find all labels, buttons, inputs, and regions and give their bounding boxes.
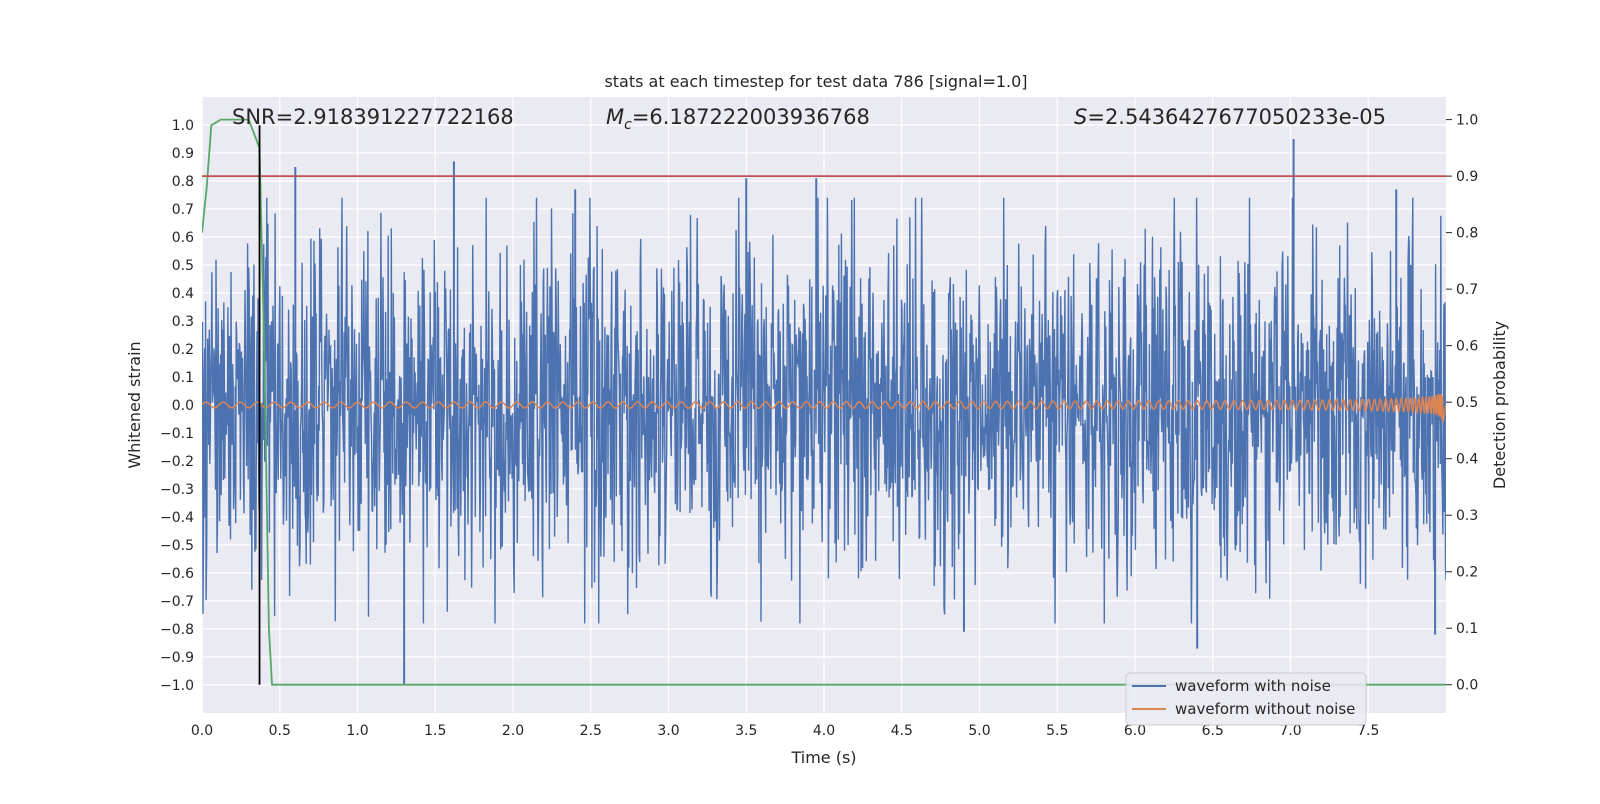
legend-box	[1125, 672, 1367, 726]
snr-annotation: SNR=2.918391227722168	[232, 105, 514, 129]
x-tick-label: 5.5	[1046, 723, 1068, 739]
y2-axis-label: Detection probability	[1490, 321, 1509, 489]
y-tick-label: 0.0	[172, 398, 194, 414]
x-tick-label: 2.5	[580, 723, 602, 739]
y-tick-label: 0.5	[172, 258, 194, 274]
y2-tick-label: 0.9	[1456, 169, 1478, 185]
clean-series-layer	[202, 394, 1446, 423]
y2-tick-label: 0.7	[1456, 282, 1478, 298]
x-tick-label: 3.0	[657, 723, 679, 739]
chart-title: stats at each timestep for test data 786…	[604, 72, 1027, 91]
y-tick-label: 0.2	[172, 342, 194, 358]
s-value: =2.5436427677050233e-05	[1087, 105, 1386, 129]
y-axis-label: Whitened strain	[125, 341, 144, 468]
x-tick-label: 6.5	[1202, 723, 1224, 739]
y2-tick-label: 0.3	[1456, 508, 1478, 524]
y-tick-label: −0.2	[160, 454, 194, 470]
x-tick-label: 5.0	[968, 723, 990, 739]
y2-tick-label: 0.4	[1456, 452, 1478, 468]
chirp-mass-value: =6.187222003936768	[632, 105, 870, 129]
left-axis-ticks: 1.0 0.9 0.8 0.7 0.6 0.5 0.4 0.3 0.2 0.1 0.0 −0.1 −0.…	[160, 118, 194, 694]
y-tick-label: −0.8	[160, 622, 194, 638]
y2-tick-label: 1.0	[1456, 113, 1478, 129]
y-tick-label: −0.1	[160, 426, 194, 442]
y-tick-label: −0.7	[160, 594, 194, 610]
noise-waveform-line	[202, 197, 1446, 624]
y2-tick-label: 0.1	[1456, 621, 1478, 637]
x-tick-label: 3.5	[735, 723, 757, 739]
x-tick-label: 7.5	[1357, 723, 1379, 739]
legend-label-noise: waveform with noise	[1175, 677, 1331, 695]
chirp-mass-annotation: Mc=6.187222003936768	[606, 105, 870, 133]
probability-line	[202, 118, 1446, 686]
y-tick-label: −0.6	[160, 566, 194, 582]
x-tick-label: 4.0	[813, 723, 835, 739]
y2-tick-label: 0.2	[1456, 565, 1478, 581]
x-tick-label: 6.0	[1124, 723, 1146, 739]
y-tick-label: 0.9	[172, 146, 194, 162]
y-tick-label: 0.6	[172, 230, 194, 246]
y-tick-label: −0.3	[160, 482, 194, 498]
y-tick-label: −0.4	[160, 510, 194, 526]
y2-tick-label: 0.6	[1456, 339, 1478, 355]
x-axis-label: Time (s)	[790, 748, 856, 767]
legend-label-clean: waveform without noise	[1175, 700, 1355, 718]
legend: waveform with noise waveform without noi…	[1125, 672, 1367, 726]
probability-series-layer	[202, 118, 1446, 686]
x-tick-label: 0.0	[191, 723, 213, 739]
y-tick-label: 0.4	[172, 286, 194, 302]
y-tick-label: −0.9	[160, 650, 194, 666]
chirp-mass-subscript: c	[624, 117, 632, 133]
y-tick-label: 0.7	[172, 202, 194, 218]
y-tick-label: 0.8	[172, 174, 194, 190]
s-symbol: S	[1074, 105, 1087, 129]
y-tick-label: −1.0	[160, 678, 194, 694]
right-axis-ticks: 1.0 0.9 0.8 0.7 0.6 0.5 0.4 0.3 0.2 0.1 0.0	[1446, 113, 1478, 694]
x-tick-label: 2.0	[502, 723, 524, 739]
y-tick-label: 0.1	[172, 370, 194, 386]
x-tick-label: 1.5	[424, 723, 446, 739]
clean-waveform-line	[202, 394, 1446, 423]
noise-series-layer	[202, 139, 1446, 685]
chirp-mass-symbol: M	[606, 105, 624, 129]
x-tick-label: 7.0	[1279, 723, 1301, 739]
y2-tick-label: 0.8	[1456, 226, 1478, 242]
y-tick-label: 1.0	[172, 118, 194, 134]
x-tick-label: 1.0	[346, 723, 368, 739]
x-tick-label: 0.5	[269, 723, 291, 739]
x-tick-label: 4.5	[891, 723, 913, 739]
y2-tick-label: 0.5	[1456, 395, 1478, 411]
y2-tick-label: 0.0	[1456, 678, 1478, 694]
s-annotation: S=2.5436427677050233e-05	[1074, 105, 1386, 129]
x-axis-ticks: 0.0 0.5 1.0 1.5 2.0 2.5 3.0 3.5 4.0 4.5 5.0 5.5 6.0 6…	[191, 723, 1380, 739]
y-tick-label: −0.5	[160, 538, 194, 554]
y-tick-label: 0.3	[172, 314, 194, 330]
